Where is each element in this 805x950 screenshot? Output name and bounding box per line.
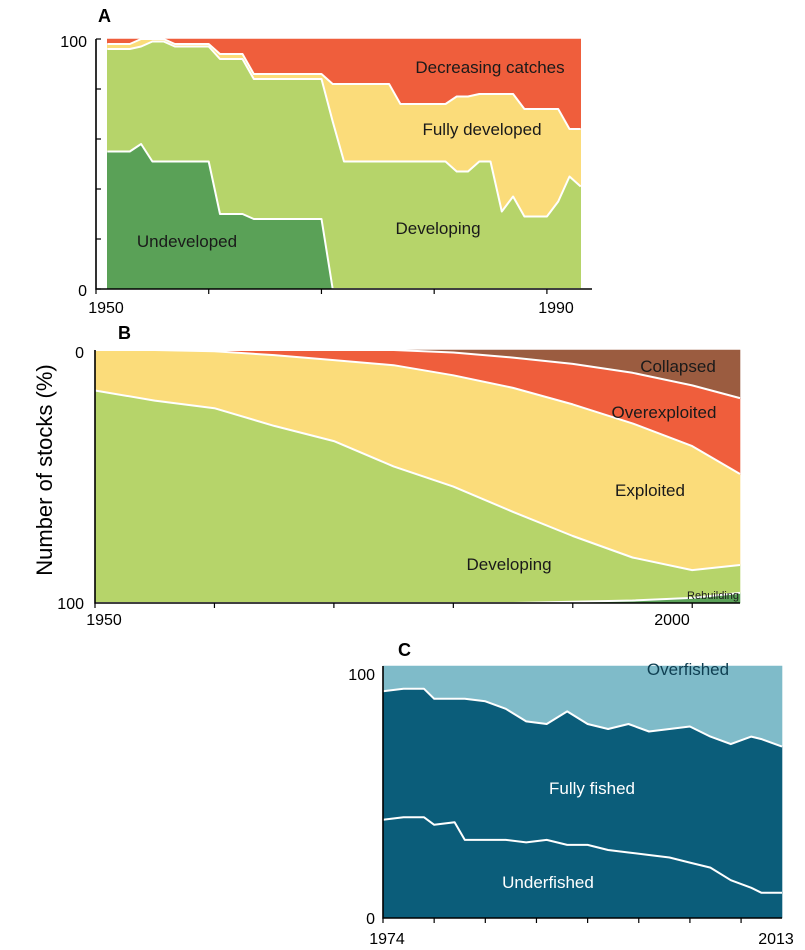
series-boundary-line [382,816,782,894]
panel-a-areas [107,38,582,290]
label-developing-b: Developing [466,555,551,574]
label-rebuilding: Rebuilding [687,590,739,602]
series-boundary-line [107,40,582,218]
panel-a-x-start: 1950 [88,300,124,317]
label-overexploited: Overexploited [612,403,717,422]
series-boundary-line [95,349,741,475]
series-boundary-line [107,38,581,130]
panel-a-y-top: 100 [60,34,87,51]
panel-b-x-start: 1950 [86,612,122,629]
panel-b-x-end: 2000 [654,612,690,629]
panel-c-ticks [382,918,742,923]
panel-b-y-bottom: 100 [57,596,84,613]
label-underfished: Underfished [502,873,594,892]
panel-a-x-end: 1990 [538,300,574,317]
panel-a-y-bottom: 0 [78,283,87,300]
panel-b-ticks [94,603,693,608]
series-boundary-line [382,687,783,748]
y-axis-label: Number of stocks (%) [32,364,57,576]
label-decreasing-catches: Decreasing catches [415,58,564,77]
panel-b-areas [94,349,741,604]
label-fully-fished: Fully fished [549,779,635,798]
panel-b: B 0 100 1950 2000 Collapsed Overexploite… [57,323,741,629]
series-boundary-line [94,389,741,572]
label-overfished: Overfished [647,660,729,679]
panel-b-y-top: 0 [75,345,84,362]
panel-a: A 100 0 1950 1990 Decreasing catches Ful… [60,6,592,317]
series-boundary-line [95,349,741,400]
label-collapsed: Collapsed [640,357,716,376]
panel-c: C 100 0 1974 2013 Overfished Fully fishe… [348,640,794,948]
panel-c-x-start: 1974 [369,931,405,948]
panel-a-letter: A [98,6,111,26]
panel-a-ticks [95,38,548,294]
panel-c-letter: C [398,640,411,660]
label-exploited: Exploited [615,481,685,500]
label-fully-developed: Fully developed [422,120,541,139]
panel-c-y-bottom: 0 [366,911,375,928]
panel-c-x-end: 2013 [758,931,794,948]
label-developing-a: Developing [395,219,480,238]
panel-b-letter: B [118,323,131,343]
label-undeveloped: Undeveloped [137,232,237,251]
panel-c-y-top: 100 [348,667,375,684]
panel-c-areas [382,665,783,919]
